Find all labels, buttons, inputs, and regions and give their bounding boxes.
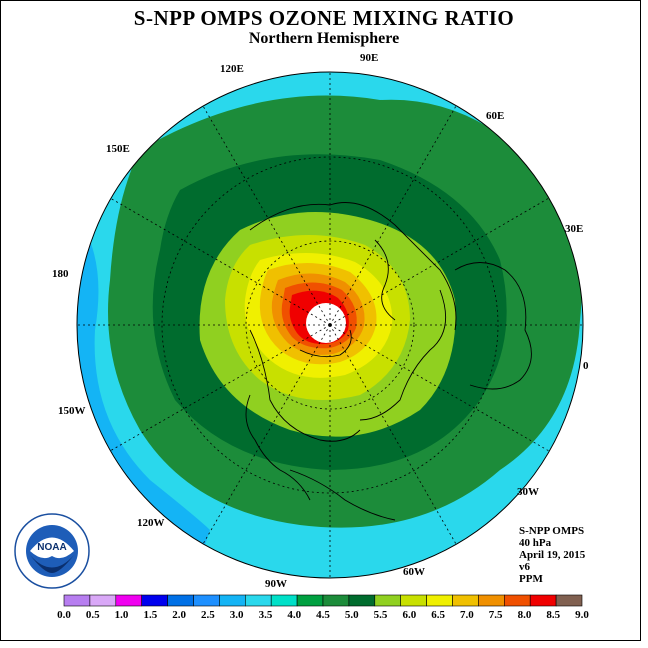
colorbar-tick-label: 4.0 bbox=[287, 609, 302, 621]
colorbar-tick-label: 0.0 bbox=[57, 609, 71, 621]
colorbar-tick-label: 6.5 bbox=[431, 609, 445, 621]
info-instrument: S-NPP OMPS bbox=[519, 525, 585, 537]
info-level: 40 hPa bbox=[519, 537, 552, 549]
colorbar-tick-label: 5.0 bbox=[344, 609, 359, 621]
colorbar-tick-label: 5.5 bbox=[373, 609, 388, 621]
lon-label-60w: 60W bbox=[403, 566, 425, 578]
ozone-field bbox=[77, 72, 583, 578]
colorbar-tick-label: 1.5 bbox=[143, 609, 158, 621]
lon-label-60e: 60E bbox=[486, 110, 505, 122]
lon-label-120e: 120E bbox=[220, 63, 244, 75]
info-units: PPM bbox=[519, 573, 543, 585]
colorbar-tick-label: 3.5 bbox=[258, 609, 273, 621]
lon-label-90e: 90E bbox=[360, 52, 379, 64]
lon-label-90w: 90W bbox=[265, 578, 287, 590]
colorbar-tick-label: 0.5 bbox=[85, 609, 100, 621]
colorbar-tick-label: 6.0 bbox=[402, 609, 417, 621]
info-date: April 19, 2015 bbox=[519, 549, 586, 561]
graticule bbox=[77, 72, 583, 578]
lon-label-150e: 150E bbox=[106, 143, 130, 155]
colorbar-tick-label: 4.5 bbox=[316, 609, 330, 621]
map-boundary bbox=[76, 71, 584, 579]
colorbar-tick-label: 2.0 bbox=[172, 609, 186, 621]
colorbar-tick-label: 8.0 bbox=[517, 609, 532, 621]
colorbar-tick-label: 2.5 bbox=[201, 609, 215, 621]
colorbar-tick-label: 9.0 bbox=[575, 609, 589, 621]
colorbar-tick-label: 3.0 bbox=[229, 609, 244, 621]
colorbar-tick-label: 7.5 bbox=[488, 609, 503, 621]
lon-label-0: 0 bbox=[583, 360, 589, 372]
lon-label-30e: 30E bbox=[565, 223, 584, 235]
info-version: v6 bbox=[519, 561, 530, 573]
lon-label-30w: 30W bbox=[517, 486, 539, 498]
lon-label-150w: 150W bbox=[58, 405, 86, 417]
colorbar-tick-label: 8.5 bbox=[546, 609, 561, 621]
map-title: S-NPP OMPS OZONE MIXING RATIO bbox=[133, 6, 515, 30]
map-subtitle: Northern Hemisphere bbox=[248, 30, 400, 47]
colorbar-tick-label: 7.0 bbox=[460, 609, 474, 621]
lon-label-120w: 120W bbox=[137, 517, 165, 529]
info-block: S-NPP OMPS 40 hPa April 19, 2015 v6 PPM bbox=[519, 525, 585, 585]
figure-frame bbox=[0, 0, 641, 641]
coastlines bbox=[245, 202, 532, 521]
colorbar-tick-label: 1.0 bbox=[114, 609, 129, 621]
lon-label-180: 180 bbox=[52, 268, 69, 280]
